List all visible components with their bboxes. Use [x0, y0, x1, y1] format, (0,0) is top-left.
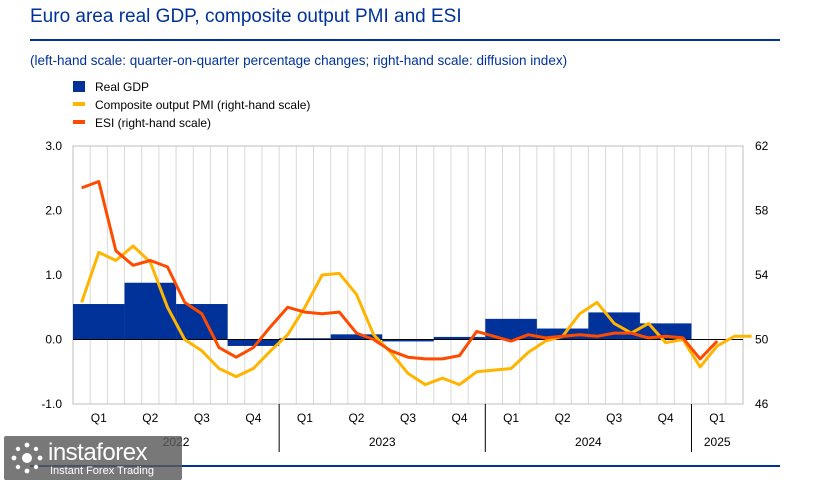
title-divider — [30, 39, 780, 41]
left-axis-tick-label: -1.0 — [41, 397, 62, 411]
gdp-bar — [176, 304, 228, 340]
gdp-bar — [124, 282, 177, 340]
legend-item-pmi: Composite output PMI (right-hand scale) — [73, 97, 310, 113]
gdp-bar — [485, 318, 537, 340]
left-axis-tick-label: 2.0 — [45, 204, 62, 218]
legend-swatch-gdp — [73, 81, 85, 92]
quarter-tick-label: Q2 — [142, 411, 158, 425]
gdp-bar — [73, 304, 125, 340]
quarter-tick-label: Q3 — [606, 411, 622, 425]
legend-label-pmi: Composite output PMI (right-hand scale) — [95, 98, 311, 112]
right-axis-tick-label: 50 — [755, 333, 769, 347]
quarter-tick-label: Q1 — [297, 411, 313, 425]
left-axis-tick-label: 3.0 — [45, 139, 62, 153]
gdp-bar — [382, 339, 434, 342]
quarter-tick-label: Q1 — [503, 411, 519, 425]
legend-item-gdp: Real GDP — [73, 79, 149, 95]
watermark-tagline: Instant Forex Trading — [50, 465, 154, 477]
year-tick-label: 2023 — [369, 435, 396, 449]
left-axis-tick-label: 0.0 — [45, 333, 62, 347]
quarter-tick-label: Q4 — [658, 411, 674, 425]
quarter-tick-label: Q4 — [452, 411, 468, 425]
instaforex-logo-icon — [11, 442, 43, 474]
gdp-bar — [433, 336, 486, 340]
legend-label-esi: ESI (right-hand scale) — [95, 116, 212, 130]
chart-title: Euro area real GDP, composite output PMI… — [30, 6, 462, 27]
year-tick-label: 2025 — [704, 435, 731, 449]
esi-line — [81, 180, 719, 361]
quarter-tick-label: Q1 — [709, 411, 725, 425]
legend-label-gdp: Real GDP — [95, 80, 150, 94]
gdp-bar — [279, 338, 331, 340]
right-axis-tick-label: 62 — [755, 139, 769, 153]
legend-swatch-esi — [73, 120, 85, 124]
chart-subtitle: (left-hand scale: quarter-on-quarter per… — [30, 53, 568, 68]
watermark-name: instaforex — [48, 439, 148, 466]
quarter-tick-label: Q2 — [348, 411, 364, 425]
right-axis-tick-label: 46 — [755, 397, 769, 411]
watermark-badge: instaforex Instant Forex Trading — [4, 436, 182, 480]
quarter-tick-label: Q3 — [400, 411, 416, 425]
gdp-bar — [227, 339, 280, 346]
quarter-tick-label: Q3 — [194, 411, 210, 425]
quarter-tick-label: Q2 — [555, 411, 571, 425]
right-axis-tick-label: 58 — [755, 204, 769, 218]
bottom-divider — [30, 465, 780, 467]
legend-swatch-pmi — [73, 102, 85, 106]
left-axis-tick-label: 1.0 — [45, 268, 62, 282]
plot-frame — [72, 145, 744, 405]
legend-item-esi: ESI (right-hand scale) — [73, 115, 211, 131]
right-axis-tick-label: 54 — [755, 268, 769, 282]
quarter-tick-label: Q1 — [91, 411, 107, 425]
pmi-line — [80, 244, 752, 387]
year-tick-label: 2024 — [575, 435, 602, 449]
quarter-tick-label: Q4 — [245, 411, 261, 425]
gdp-bar — [330, 334, 383, 340]
